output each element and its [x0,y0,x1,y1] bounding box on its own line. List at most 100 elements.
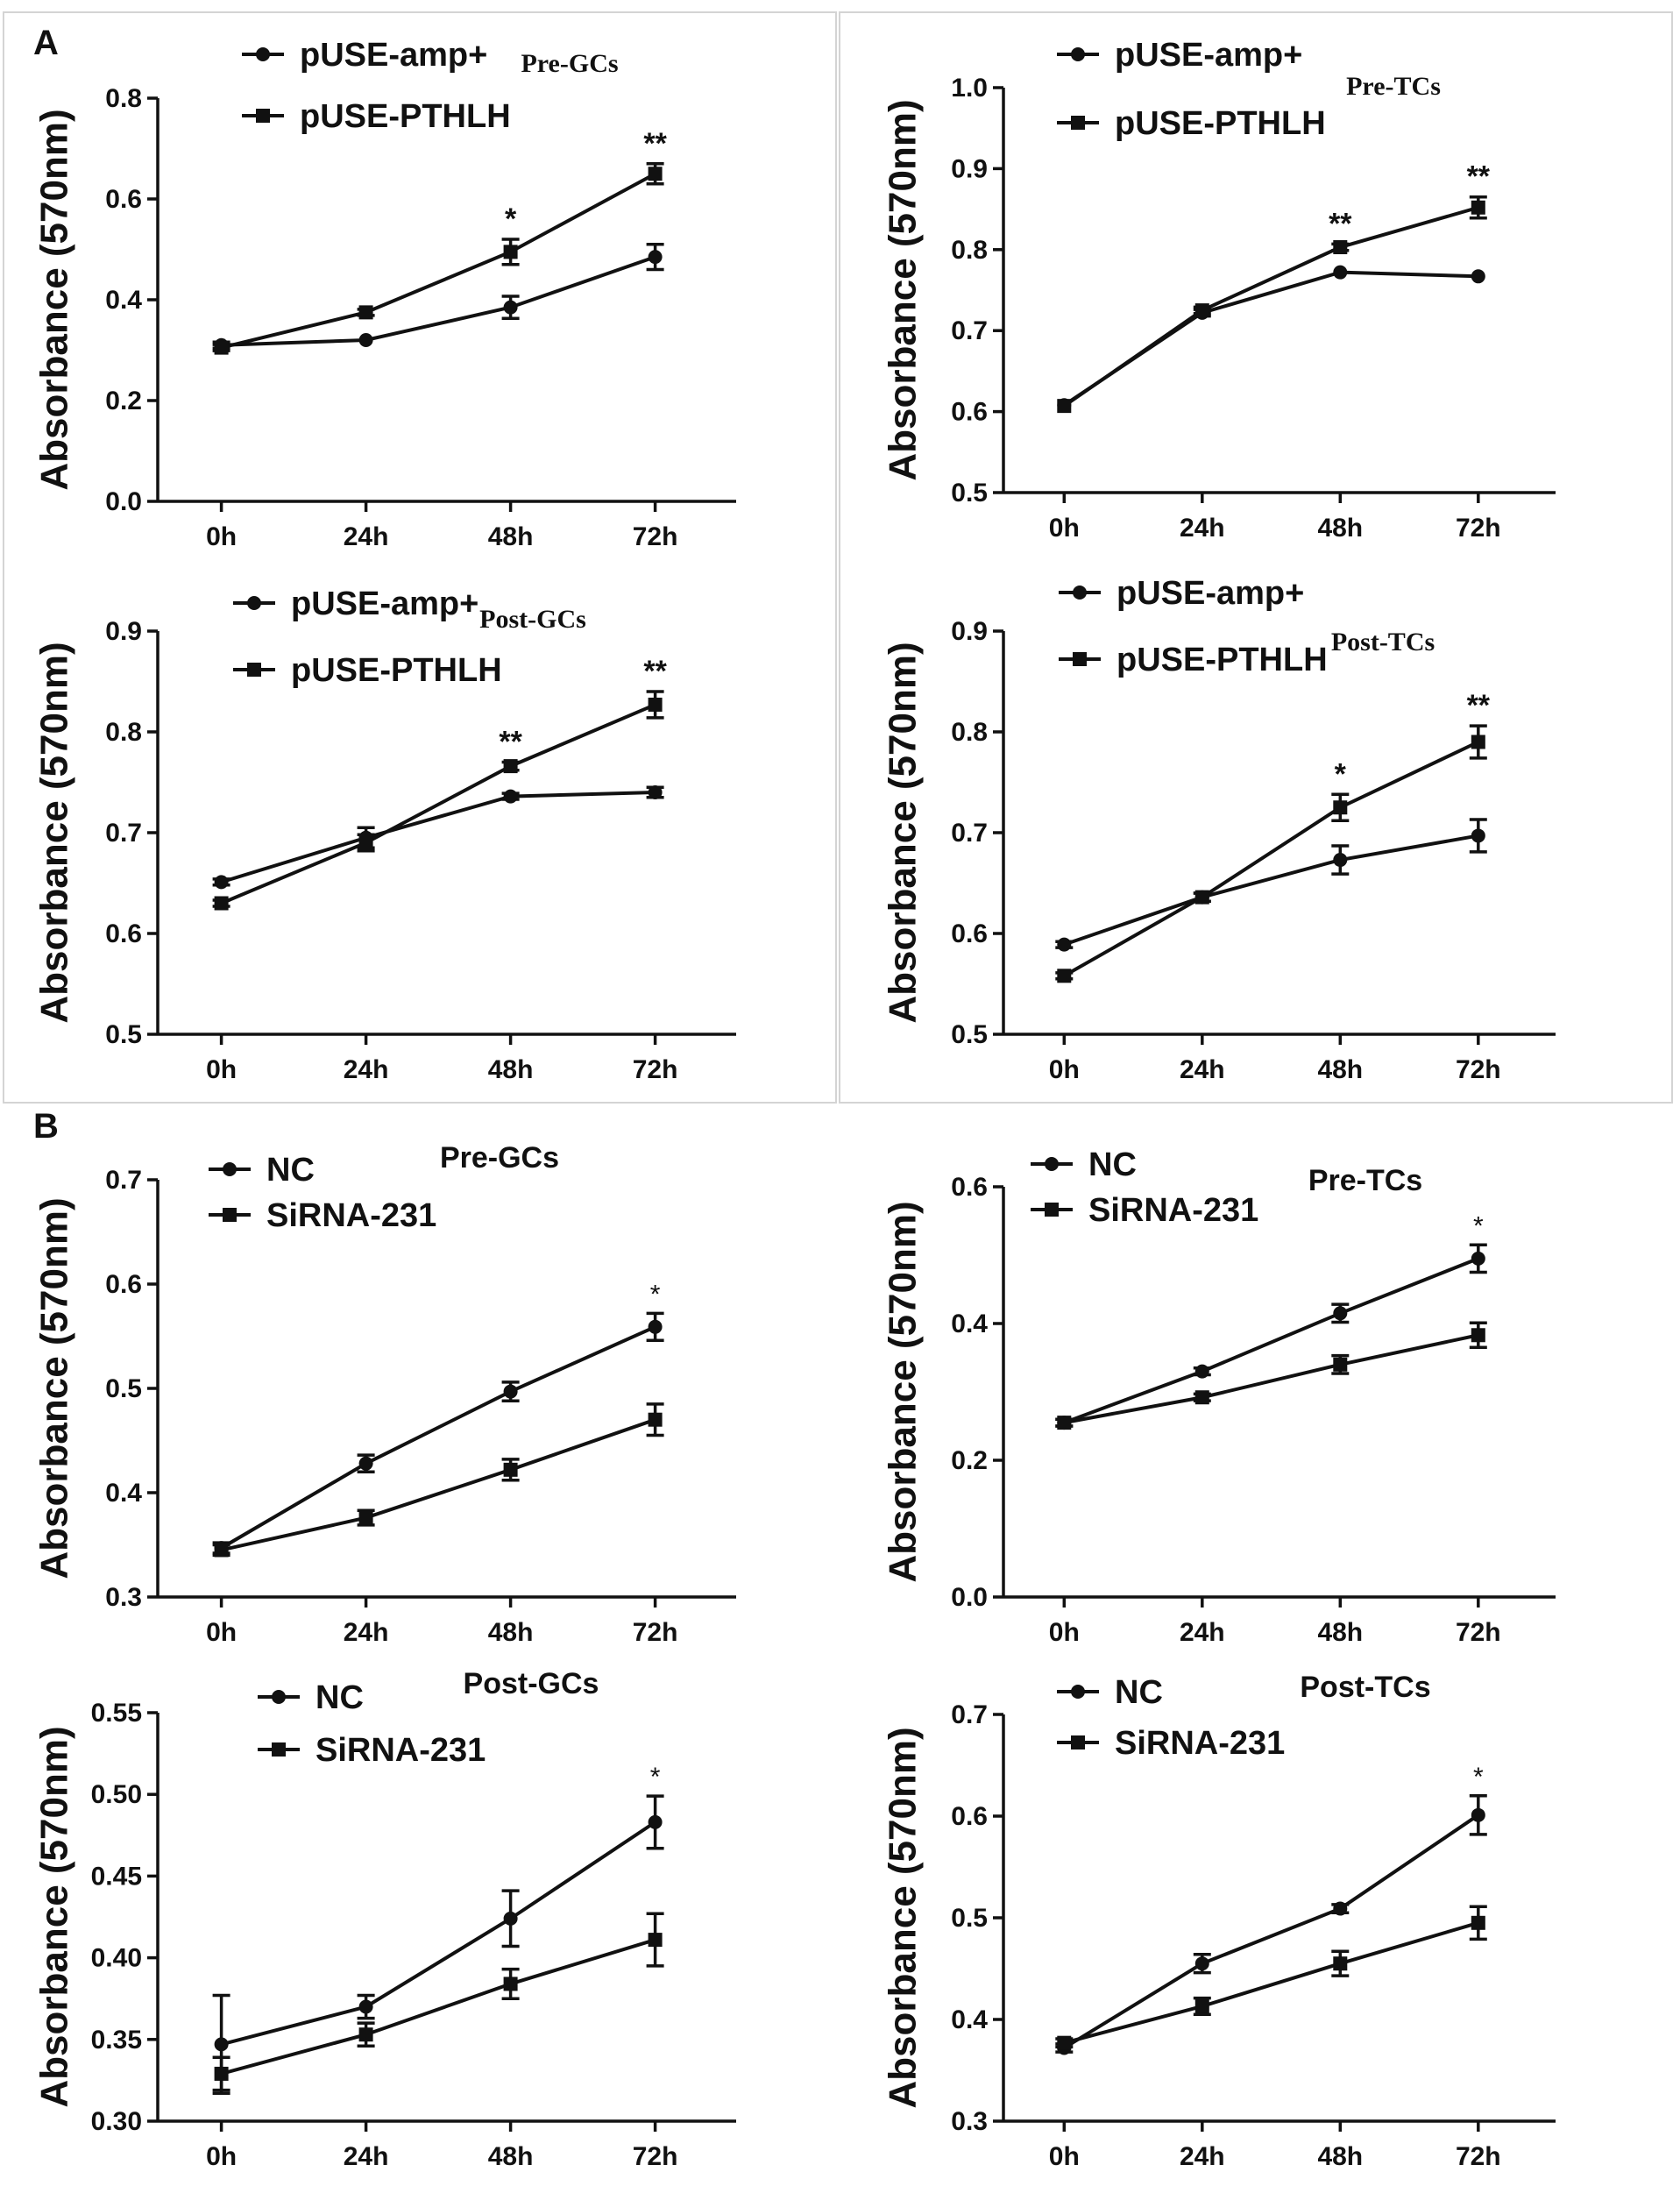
y-tick-label: 0.6 [951,1802,988,1831]
data-point-circle [1471,1251,1485,1266]
data-point-circle [1333,853,1348,868]
x-tick-label: 24h [1180,1055,1225,1084]
y-tick-label: 0.5 [105,1374,142,1403]
x-tick-label: 72h [633,2142,678,2171]
y-tick-label: 0.4 [951,2005,988,2034]
legend-label: NC [1115,1674,1163,1711]
data-point-square [503,759,518,774]
y-tick-label: 0.5 [951,1904,988,1933]
x-tick-label: 48h [488,1618,534,1647]
y-tick-label: 0.9 [951,154,988,183]
data-point-circle [648,1814,663,1829]
legend-label: SiRNA-231 [315,1732,486,1769]
data-point-square [358,835,373,850]
legend-label: NC [315,1679,364,1716]
y-tick-label: 0.8 [951,236,988,265]
data-point-circle [1057,937,1072,952]
x-tick-label: 24h [344,1055,389,1084]
legend-marker-square [1071,1735,1085,1750]
series-line-pUSE-amp+ [1063,834,1479,947]
legend-marker-square [247,663,261,677]
significance-mark: ** [1467,160,1491,194]
data-point-circle [358,1456,373,1471]
y-tick-label: 0.50 [91,1780,142,1809]
data-point-circle [648,785,663,799]
data-point-square [1471,1915,1485,1930]
data-point-square [214,2066,229,2081]
x-tick-label: 0h [1049,1618,1080,1647]
x-tick-label: 72h [1456,1618,1501,1647]
series-line-pUSE-PTHLH [1063,205,1479,408]
legend-marker-circle [1073,586,1087,600]
chart-title: Post-TCs [1331,628,1435,657]
x-tick-label: 0h [1049,514,1080,543]
y-tick-label: 0.8 [105,718,142,747]
legend-marker-circle [256,47,270,61]
y-tick-label: 0.7 [951,1700,988,1729]
y-tick-label: 0.5 [105,1020,142,1049]
y-tick-label: 0.35 [91,2026,142,2055]
legend-label: SiRNA-231 [1088,1192,1258,1229]
y-tick-label: 0.7 [951,316,988,345]
data-point-square [648,697,663,712]
y-tick-label: 0.8 [105,84,142,113]
chart-title: Post-GCs [464,1667,599,1700]
legend-marker-square [1045,1203,1059,1217]
series-line-pUSE-PTHLH [221,172,656,350]
series-line-NC [221,1820,656,2047]
legend-label: pUSE-PTHLH [300,98,511,135]
chart-title: Pre-GCs [440,1141,559,1175]
y-axis-label: Absorbance (570nm) [33,1197,76,1579]
chart-5: 0.3 0.4 0.5 0.6 0.7 0h 24h 48h 72h Absorbance (57… [33,1141,736,1647]
series-line-NC [1063,1257,1479,1424]
y-tick-label: 0.8 [951,718,988,747]
data-point-circle [1333,265,1348,280]
x-tick-label: 48h [488,2142,534,2171]
data-point-square [1471,735,1485,749]
chart-title: Post-GCs [479,605,586,634]
y-tick-label: 0.7 [105,1166,142,1195]
data-point-circle [214,875,229,890]
chart-3: 0.5 0.6 0.7 0.8 0.9 0h 24h 48h 72h Absorbance (57… [33,586,736,1084]
x-tick-label: 24h [1180,1618,1225,1647]
y-axis-label: Absorbance (570nm) [882,1727,925,2108]
y-tick-label: 0.55 [91,1699,142,1728]
y-tick-label: 0.4 [105,1479,142,1508]
y-axis-label: Absorbance (570nm) [33,109,76,490]
data-point-square [1194,890,1209,905]
x-tick-label: 72h [1456,2142,1501,2171]
data-point-square [1333,1357,1348,1372]
chart-title: Pre-GCs [521,49,618,78]
data-point-circle [503,1384,518,1399]
series-line-SiRNA-231 [221,1417,656,1552]
data-point-square [1471,200,1485,215]
data-point-square [214,1543,229,1558]
data-point-circle [358,1999,373,2014]
legend-marker-square [223,1208,237,1222]
legend-label: pUSE-PTHLH [1115,105,1326,142]
series-line-SiRNA-231 [221,1938,656,2076]
y-tick-label: 0.0 [951,1583,988,1612]
x-tick-label: 0h [206,1618,237,1647]
chart-8: 0.3 0.4 0.5 0.6 0.7 0h 24h 48h 72h Absorbance (57… [882,1671,1556,2171]
data-point-circle [1471,828,1485,843]
data-point-circle [1194,1956,1209,1971]
data-point-square [214,896,229,911]
series-line-NC [220,1324,656,1550]
x-tick-label: 24h [344,522,389,551]
y-tick-label: 0.7 [951,819,988,848]
data-point-circle [1194,1364,1209,1379]
chart-title: Pre-TCs [1308,1164,1422,1197]
legend-marker-circle [1071,47,1085,61]
y-tick-label: 0.4 [951,1309,988,1338]
data-point-square [1057,969,1072,983]
data-point-circle [1333,1306,1348,1321]
y-tick-label: 0.6 [105,185,142,214]
chart-title: Post-TCs [1300,1671,1430,1704]
x-tick-label: 72h [1456,1055,1501,1084]
x-tick-label: 48h [488,1055,534,1084]
legend-label: pUSE-PTHLH [1116,642,1328,678]
y-tick-label: 0.9 [951,617,988,646]
series-line-pUSE-amp+ [1063,270,1478,407]
